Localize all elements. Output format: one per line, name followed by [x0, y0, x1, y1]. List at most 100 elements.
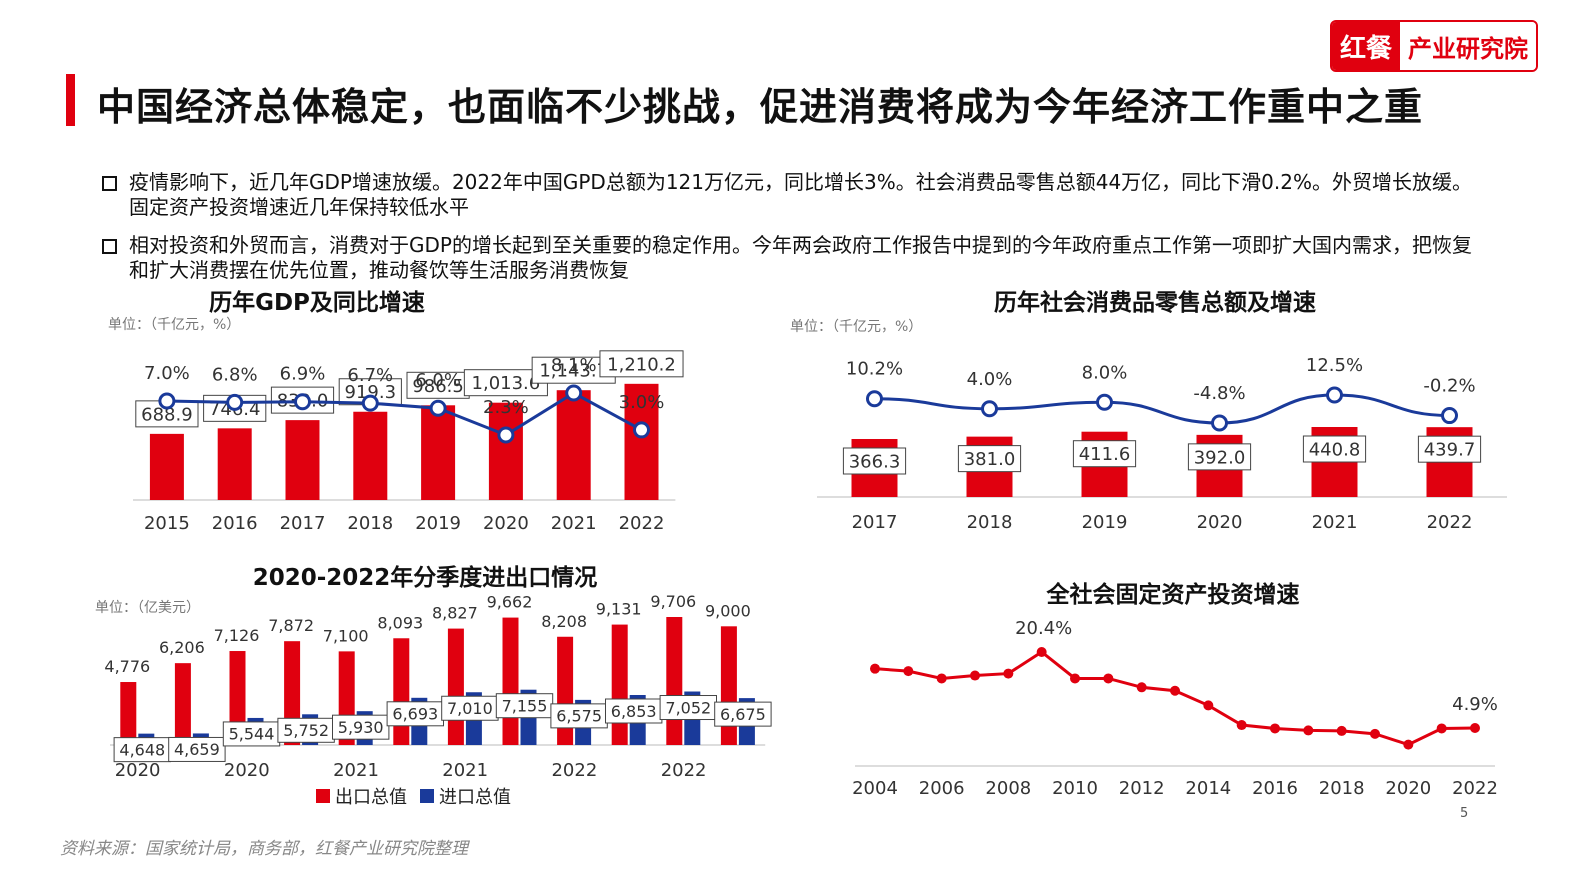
growth-label: -0.2%	[1423, 376, 1475, 397]
line-point	[1203, 700, 1214, 711]
bar	[149, 433, 184, 500]
bullet-item: 相对投资和外贸而言，消费对于GDP的增长起到至关重要的稳定作用。今年两会政府工作…	[102, 233, 1482, 283]
line-point	[633, 421, 650, 439]
x-tick-label: 2014	[1185, 778, 1231, 799]
bullet-item: 疫情影响下，近几年GDP增速放缓。2022年中国GPD总额为121万亿元，同比增…	[102, 170, 1482, 220]
line-point	[1103, 673, 1114, 684]
bar	[421, 405, 456, 500]
export-value-label: 4,776	[104, 657, 150, 676]
line-point	[1070, 673, 1080, 684]
line-point	[429, 399, 447, 417]
line-point	[158, 392, 176, 410]
line-point	[1096, 393, 1113, 411]
investment-growth-chart: 全社会固定资产投资增速 2004 2006 2008 2010 2012 2014 2016 2…	[852, 581, 1498, 799]
import-value-label-box	[550, 703, 608, 729]
x-tick-label: 2018	[347, 513, 393, 534]
growth-label: 6.9%	[280, 364, 326, 385]
import-value-label: 6,675	[720, 705, 766, 724]
bar-value-label: 1,013.6	[472, 373, 541, 394]
import-value-label: 4,648	[119, 740, 165, 759]
line-point	[970, 670, 980, 681]
export-bar	[720, 626, 737, 745]
line-point	[1003, 668, 1014, 679]
x-tick-label: 2019	[1082, 512, 1128, 533]
bar-value-label: 1,143.7	[539, 361, 608, 382]
export-bar	[666, 617, 683, 745]
bar-value-label: 986.5	[412, 376, 464, 397]
line-point	[1436, 723, 1447, 734]
line-point	[565, 384, 583, 402]
legend-label-export: 出口总值	[335, 787, 407, 808]
export-bar	[502, 617, 519, 745]
title-accent-bar	[66, 74, 75, 126]
export-value-label: 7,872	[268, 616, 314, 635]
import-value-label-box	[222, 721, 281, 747]
line-point	[1336, 725, 1347, 736]
growth-line	[874, 650, 1476, 747]
annotation-label: 4.9%	[1452, 694, 1498, 715]
x-tick-label: 2022	[1427, 512, 1473, 533]
import-value-label: 5,930	[338, 718, 384, 737]
line-point	[1441, 407, 1458, 425]
x-tick-label: 2016	[212, 513, 258, 534]
logo-text: 产业研究院	[1400, 22, 1537, 70]
line-point	[1211, 414, 1228, 432]
unit-label: 单位：（千亿元，%）	[108, 317, 240, 333]
export-value-label: 8,208	[541, 612, 587, 631]
growth-line	[166, 391, 643, 437]
line-point	[226, 393, 244, 411]
bar-value-label: 440.8	[1309, 439, 1361, 460]
line-point	[1236, 720, 1247, 731]
bullet-text: 相对投资和外贸而言，消费对于GDP的增长起到至关重要的稳定作用。今年两会政府工作…	[129, 233, 1472, 282]
export-value-label: 9,131	[596, 600, 642, 619]
bar-value-label: 919.3	[345, 382, 397, 403]
export-bar	[611, 624, 628, 745]
export-bar	[120, 682, 137, 745]
x-tick-label: 2021	[551, 513, 597, 534]
import-value-label: 7,052	[665, 698, 711, 717]
logo-mark: 红餐	[1332, 22, 1401, 70]
bullet-text: 疫情影响下，近几年GDP增速放缓。2022年中国GPD总额为121万亿元，同比增…	[129, 170, 1472, 219]
bar-value-label-box	[842, 447, 907, 475]
import-value-label-box	[386, 701, 445, 727]
line-point	[981, 400, 998, 418]
x-tick-label: 2012	[1119, 778, 1165, 799]
growth-label: 4.0%	[967, 369, 1013, 390]
square-bullet-icon	[102, 239, 117, 254]
bar	[217, 428, 252, 500]
x-tick-label: 2021	[1312, 512, 1358, 533]
import-value-label-box	[113, 737, 171, 763]
import-value-label-box	[168, 736, 226, 762]
import-value-label: 6,853	[611, 702, 657, 721]
chart-title: 历年GDP及同比增速	[209, 289, 425, 316]
x-tick-label: 2015	[144, 513, 190, 534]
bar-value-label-box	[1187, 443, 1252, 471]
bar-value-label: 392.0	[1194, 447, 1246, 468]
bar	[624, 383, 659, 500]
x-tick-label: 2020	[115, 760, 161, 781]
growth-label: 6.8%	[212, 364, 258, 385]
chart-title: 2020-2022年分季度进出口情况	[253, 564, 598, 591]
bar	[285, 420, 320, 500]
x-tick-label: 2020	[1197, 512, 1243, 533]
source-note: 资料来源：国家统计局，商务部，红餐产业研究院整理	[60, 839, 468, 859]
x-tick-label: 2018	[1319, 778, 1365, 799]
x-tick-label: 2022	[619, 513, 665, 534]
x-tick-label: 2020	[224, 760, 270, 781]
line-point	[1370, 728, 1380, 739]
unit-label: 单位：（亿美元）	[95, 600, 200, 616]
legend-swatch-import	[420, 789, 434, 803]
bar	[488, 402, 523, 500]
x-tick-label: 2017	[280, 513, 326, 534]
chart-title: 历年社会消费品零售总额及增速	[994, 289, 1316, 316]
x-tick-label: 2017	[852, 512, 898, 533]
line-point	[1136, 682, 1147, 693]
export-value-label: 6,206	[159, 638, 205, 657]
growth-line	[874, 393, 1450, 425]
import-value-label: 5,544	[229, 725, 275, 744]
line-point	[294, 393, 311, 411]
gdp-chart: 历年GDP及同比增速单位：（千亿元，%）2015688.92016746.420…	[108, 289, 684, 534]
growth-label: -4.8%	[1193, 383, 1245, 404]
